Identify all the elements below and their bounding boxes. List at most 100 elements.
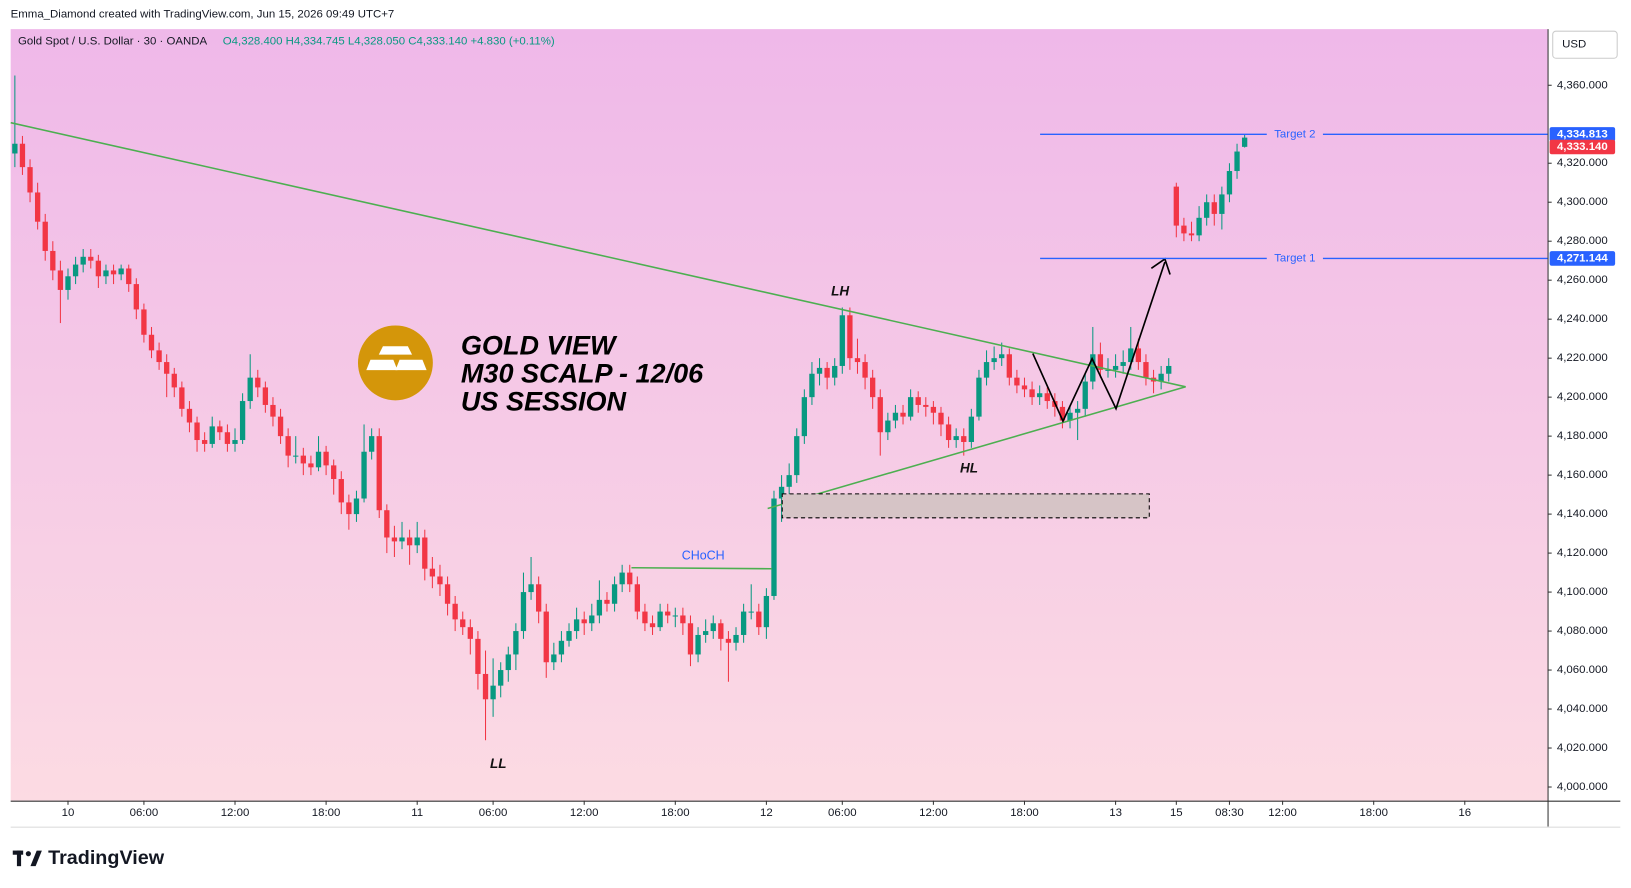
candle-body <box>42 221 48 251</box>
y-tick-label: 4,220.000 <box>1557 352 1608 364</box>
candle-body <box>262 387 269 405</box>
candle-body <box>65 276 71 290</box>
candle-body <box>194 422 200 441</box>
candle-body <box>34 192 41 222</box>
choch-line <box>631 566 772 570</box>
candle-body <box>110 270 117 275</box>
candle-body <box>687 623 694 655</box>
lh-label: LH <box>831 284 849 299</box>
candle-body <box>452 603 458 620</box>
candle-body <box>1226 171 1233 195</box>
candle-body <box>1234 151 1240 172</box>
candle-body <box>27 167 33 193</box>
candle-body <box>816 367 823 374</box>
candle-body <box>892 412 899 421</box>
trendline-upper <box>10 121 1186 388</box>
plot-area <box>10 29 1548 801</box>
candle-body <box>1059 406 1066 421</box>
candle-body <box>1074 408 1081 413</box>
candle-body <box>133 284 139 310</box>
candle-body <box>361 451 367 499</box>
x-tick-label: 11 <box>411 807 423 819</box>
y-tick-label: 4,080.000 <box>1557 625 1608 637</box>
candle-body <box>581 619 587 624</box>
candle-body <box>520 592 527 632</box>
price-tag-label: 4,333.140 <box>1557 141 1608 153</box>
candle-body <box>141 309 147 335</box>
candle-body <box>308 463 314 468</box>
candle-body <box>429 568 436 577</box>
x-tick-label: 16 <box>1458 807 1471 819</box>
y-tick-label: 4,300.000 <box>1557 196 1608 208</box>
candle-body <box>270 404 276 417</box>
candle-body <box>885 420 891 433</box>
x-tick-label: 18:00 <box>661 807 690 819</box>
candle-body <box>179 387 185 409</box>
candle-body <box>1029 389 1035 398</box>
candle-body <box>907 397 914 417</box>
candle-body <box>718 623 724 639</box>
candle-body <box>710 623 716 632</box>
candle-body <box>126 268 132 285</box>
candle-body <box>156 350 162 363</box>
candle-body <box>368 436 375 452</box>
x-tick-label: 18:00 <box>312 807 341 819</box>
candle-body <box>376 436 382 511</box>
candle-body <box>832 365 838 378</box>
annotation-line: US SESSION <box>461 387 627 417</box>
candle-body <box>444 584 451 604</box>
y-tick-label: 4,200.000 <box>1557 391 1608 403</box>
candle-body <box>733 634 739 643</box>
y-tick-label: 4,280.000 <box>1557 235 1608 247</box>
candle-body <box>300 455 306 464</box>
x-tick-label: 12:00 <box>919 807 948 819</box>
y-tick-label: 4,100.000 <box>1557 586 1608 598</box>
candle-body <box>703 631 709 635</box>
candle-body <box>756 611 762 628</box>
candle-body <box>763 595 770 628</box>
candle-body <box>535 584 542 612</box>
candle-body <box>1105 369 1111 371</box>
candle-body <box>513 631 519 655</box>
candle-body <box>88 256 94 261</box>
y-tick-label: 4,240.000 <box>1557 313 1608 325</box>
candle-body <box>505 654 511 671</box>
candle-body <box>232 440 238 444</box>
candle-body <box>566 631 572 641</box>
y-tick-label: 4,020.000 <box>1557 742 1608 754</box>
y-tick-label: 4,260.000 <box>1557 274 1608 286</box>
candle-body <box>1188 233 1195 236</box>
candle-body <box>809 373 815 398</box>
candle-body <box>551 654 557 663</box>
candle-body <box>1196 217 1202 236</box>
candle-body <box>923 404 929 407</box>
candle-body <box>983 362 990 378</box>
candle-body <box>391 537 398 542</box>
y-tick-label: 4,000.000 <box>1557 781 1608 793</box>
candle-body <box>1120 362 1126 366</box>
candle-body <box>1181 225 1187 234</box>
candle-body <box>209 426 215 444</box>
candle-body <box>657 611 663 628</box>
candle-body <box>353 498 360 515</box>
candle-body <box>72 264 79 277</box>
y-tick-label: 4,060.000 <box>1557 664 1608 676</box>
candle-body <box>1090 354 1096 382</box>
candle-body <box>323 451 329 466</box>
price-tag <box>1549 139 1616 155</box>
candle-body <box>680 615 686 624</box>
currency-box[interactable] <box>1552 30 1618 59</box>
y-tick-label: 4,140.000 <box>1557 508 1608 520</box>
demand-zone <box>781 493 1150 519</box>
candle-body <box>847 315 853 359</box>
candle-body <box>1006 354 1012 378</box>
candle-body <box>642 611 648 624</box>
candle-body <box>665 611 671 616</box>
y-tick-label: 4,180.000 <box>1557 430 1608 442</box>
currency: USD <box>1562 39 1586 51</box>
candle-body <box>870 377 876 398</box>
x-tick-label: 18:00 <box>1359 807 1388 819</box>
x-tick-label: 12:00 <box>570 807 599 819</box>
candle-body <box>999 354 1005 359</box>
